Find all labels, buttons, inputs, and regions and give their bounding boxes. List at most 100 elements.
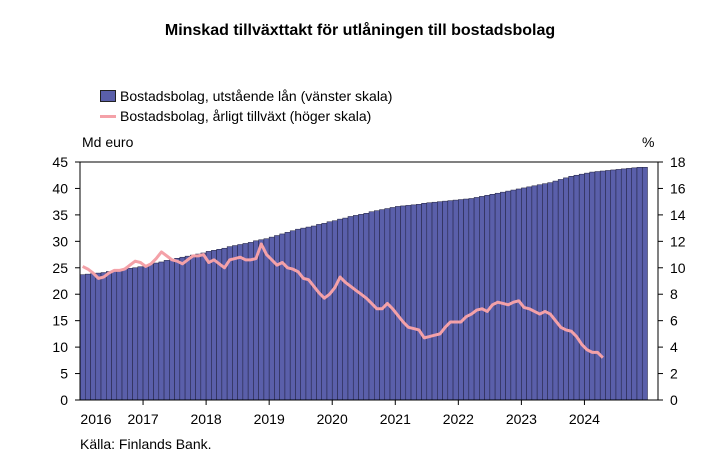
bar <box>90 273 97 401</box>
bar <box>237 244 244 401</box>
growth-line <box>81 242 604 359</box>
left-tick-label: 45 <box>52 154 68 170</box>
bar <box>316 224 322 401</box>
bar <box>121 268 128 401</box>
plot-frame <box>79 161 659 401</box>
x-tick-label: 2023 <box>506 411 537 427</box>
bar <box>452 199 459 401</box>
bar <box>589 171 596 401</box>
bar <box>142 264 149 401</box>
left-tick-label: 40 <box>52 180 68 196</box>
bar <box>106 271 112 401</box>
bar <box>295 228 301 401</box>
right-tick-label: 18 <box>670 154 686 170</box>
bar <box>426 202 433 401</box>
bar <box>526 186 533 401</box>
bar <box>137 266 144 401</box>
bar <box>321 223 328 401</box>
bar <box>631 167 638 401</box>
right-tick-label: 16 <box>670 180 686 196</box>
bar <box>447 200 454 401</box>
x-tick-label: 2016 <box>80 411 111 427</box>
bar <box>132 267 139 401</box>
bar <box>310 225 317 401</box>
bar <box>174 258 181 401</box>
x-tick-label: 2020 <box>317 411 348 427</box>
left-tick-label: 0 <box>60 392 68 408</box>
bar <box>111 270 118 401</box>
bar <box>594 171 601 401</box>
bar <box>179 256 186 401</box>
bar <box>400 205 407 401</box>
bar <box>169 259 175 401</box>
bar <box>515 188 522 401</box>
bar <box>358 214 364 401</box>
x-tick-label: 2019 <box>254 411 285 427</box>
left-tick-label: 20 <box>52 286 68 302</box>
bar <box>610 169 617 401</box>
left-axis-unit: Md euro <box>82 134 134 150</box>
bar <box>410 204 417 401</box>
x-tick-label: 2021 <box>380 411 411 427</box>
bar <box>127 268 133 401</box>
bar <box>190 254 196 401</box>
bar <box>226 246 233 401</box>
bar <box>531 185 538 401</box>
bar <box>389 207 396 401</box>
bar <box>200 252 207 401</box>
bar <box>494 192 501 401</box>
bar <box>305 226 312 401</box>
bar <box>557 179 564 401</box>
legend-item-bars: Bostadsbolag, utstående lån (vänster ska… <box>100 86 392 106</box>
bar <box>395 206 401 401</box>
bar <box>79 274 86 401</box>
right-tick-label: 4 <box>670 339 678 355</box>
right-tick-label: 14 <box>670 207 686 223</box>
bar <box>636 167 643 401</box>
bar <box>289 230 296 401</box>
right-tick-label: 6 <box>670 313 678 329</box>
bar <box>331 220 338 401</box>
bar <box>463 198 470 401</box>
legend-item-line: Bostadsbolag, årligt tillväxt (höger ska… <box>100 106 392 126</box>
bar <box>352 215 359 401</box>
bar <box>153 262 160 401</box>
bar <box>342 217 349 401</box>
x-tick-label: 2024 <box>569 411 600 427</box>
bar <box>641 167 648 401</box>
left-tick-label: 25 <box>52 260 68 276</box>
bar <box>337 218 343 401</box>
x-tick-label: 2022 <box>443 411 474 427</box>
legend-label-line: Bostadsbolag, årligt tillväxt (höger ska… <box>120 108 372 124</box>
bar <box>347 216 354 401</box>
left-tick-label: 35 <box>52 207 68 223</box>
bar <box>211 250 217 401</box>
bar <box>284 232 291 401</box>
bar <box>279 233 286 401</box>
bar <box>216 249 223 401</box>
right-tick-label: 0 <box>670 392 678 408</box>
bar <box>542 183 548 401</box>
legend-swatch-bar <box>100 90 116 102</box>
bar <box>95 272 102 401</box>
bar <box>116 269 123 401</box>
bar <box>148 263 154 401</box>
bar <box>195 253 202 401</box>
bar <box>326 221 333 401</box>
bar <box>363 213 370 401</box>
bar <box>573 174 580 401</box>
left-tick-label: 5 <box>60 366 68 382</box>
bar <box>552 180 559 401</box>
bar <box>568 176 575 401</box>
bar <box>510 189 517 401</box>
bar <box>584 172 590 401</box>
bar <box>615 169 622 401</box>
bar <box>232 245 238 401</box>
right-tick-label: 2 <box>670 366 678 382</box>
bar <box>421 203 428 401</box>
bar <box>405 205 412 401</box>
bar <box>578 173 585 401</box>
legend-label-bars: Bostadsbolag, utstående lån (vänster ska… <box>120 88 393 104</box>
bar <box>253 240 259 401</box>
bar <box>489 194 496 401</box>
